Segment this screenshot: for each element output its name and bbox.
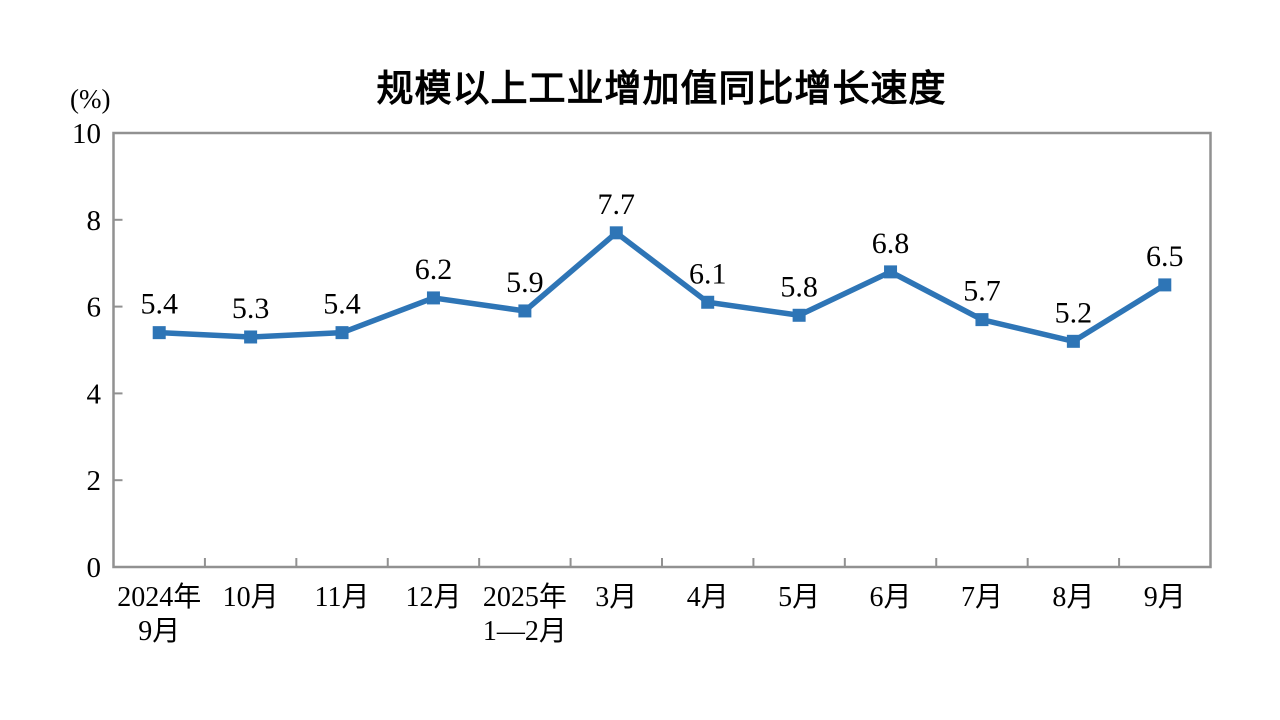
data-point-label: 5.9 <box>506 266 544 299</box>
data-point-marker[interactable] <box>609 226 623 240</box>
data-point-marker[interactable] <box>152 326 166 340</box>
data-point-label: 6.5 <box>1146 240 1184 273</box>
data-point-marker[interactable] <box>1158 278 1172 292</box>
y-axis-tick-label: 2 <box>87 465 102 497</box>
data-point-marker[interactable] <box>426 291 440 305</box>
data-point-label: 5.3 <box>232 292 270 325</box>
y-axis-tick-label: 6 <box>87 292 102 324</box>
y-axis-tick-label: 0 <box>87 552 102 584</box>
data-point-marker[interactable] <box>244 330 258 344</box>
x-axis-label: 2025年 <box>483 581 567 613</box>
x-axis-label: 1—2月 <box>483 616 567 647</box>
plot-area-border <box>112 131 1212 569</box>
x-axis-label: 3月 <box>595 582 637 613</box>
y-axis-unit-label: (%) <box>70 84 111 114</box>
x-axis-label: 5月 <box>778 582 820 613</box>
x-axis-label: 12月 <box>405 582 461 613</box>
data-point-marker[interactable] <box>518 304 532 318</box>
data-point-label: 7.7 <box>598 188 636 221</box>
data-point-label: 5.2 <box>1055 296 1093 329</box>
data-point-label: 5.4 <box>323 288 361 321</box>
data-point-marker[interactable] <box>701 295 715 309</box>
data-point-marker[interactable] <box>335 326 349 340</box>
data-point-label: 6.1 <box>689 257 727 290</box>
data-point-marker[interactable] <box>1066 334 1080 348</box>
x-axis-label: 7月 <box>961 582 1003 613</box>
x-axis-label: 9月 <box>138 616 180 647</box>
y-axis-tick-label: 4 <box>87 378 102 410</box>
chart-title: 规模以上工业增加值同比增长速度 <box>376 68 947 109</box>
data-point-marker[interactable] <box>792 308 806 322</box>
data-point-marker[interactable] <box>975 313 989 327</box>
data-point-label: 5.7 <box>963 275 1001 308</box>
data-point-label: 6.8 <box>872 227 910 260</box>
x-axis-label: 10月 <box>223 582 279 613</box>
x-axis-label: 6月 <box>870 582 912 613</box>
y-axis-tick-label: 10 <box>72 118 101 150</box>
x-axis-label: 2024年 <box>117 581 201 613</box>
data-point-marker[interactable] <box>884 265 898 279</box>
x-axis-label: 4月 <box>687 582 729 613</box>
data-point-label: 5.8 <box>780 270 818 303</box>
data-series-line <box>159 229 1167 345</box>
x-axis-label: 11月 <box>315 582 370 613</box>
y-axis-tick-label: 8 <box>87 205 102 237</box>
x-axis-label: 9月 <box>1144 582 1186 613</box>
x-axis-label: 8月 <box>1052 582 1094 613</box>
data-point-label: 5.4 <box>140 288 178 321</box>
data-point-label: 6.2 <box>415 253 453 286</box>
